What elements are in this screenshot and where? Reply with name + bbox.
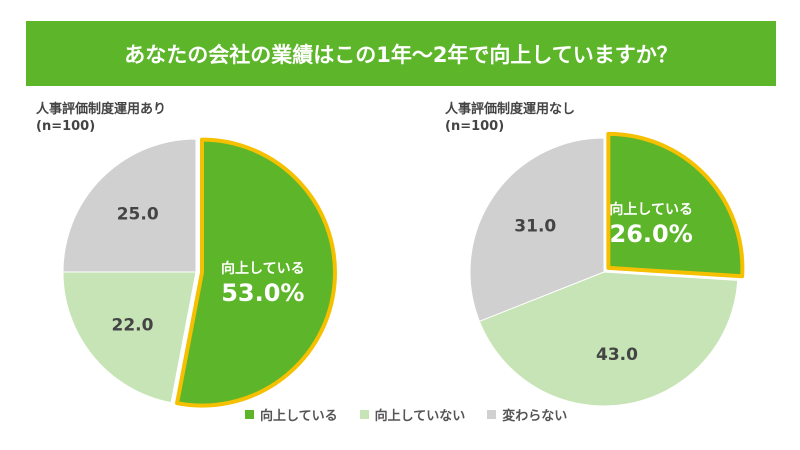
pie-slice-not-improved	[62, 271, 197, 404]
legend-label: 変わらない	[502, 409, 568, 424]
legend: 向上している 向上していない 変わらない	[245, 405, 567, 424]
slice-value-label: 25.0	[117, 205, 159, 225]
pie-slice-unchanged	[62, 138, 197, 273]
legend-label: 向上している	[260, 409, 338, 424]
right-subtitle-text: 人事評価制度運用なし	[445, 102, 576, 117]
legend-swatch	[245, 410, 254, 419]
pie-slice-improved	[175, 137, 337, 408]
title-banner: あなたの会社の業績はこの1年〜2年で向上していますか？	[26, 21, 776, 86]
legend-item-not-improved: 向上していない	[359, 405, 466, 424]
slice-category-label: 向上している	[609, 201, 693, 218]
legend-label: 向上していない	[374, 409, 466, 424]
legend-item-unchanged: 変わらない	[487, 405, 567, 424]
left-subtitle: 人事評価制度運用あり (n=100)	[36, 101, 166, 135]
slice-category-label: 向上している	[221, 260, 305, 277]
pie-slice-improved	[606, 131, 745, 279]
slice-value-label: 43.0	[596, 345, 638, 365]
pie-slice-unchanged	[469, 137, 605, 322]
legend-swatch	[487, 410, 497, 419]
pie-slice-not-improved	[478, 271, 739, 407]
slice-value-label: 31.0	[514, 216, 556, 236]
left-subtitle-text: 人事評価制度運用あり	[36, 102, 167, 117]
slice-value-label: 22.0	[111, 316, 153, 336]
slice-value-label: 53.0%	[221, 279, 304, 307]
legend-item-improved: 向上している	[245, 405, 338, 424]
right-subtitle: 人事評価制度運用なし (n=100)	[445, 101, 575, 135]
slice-value-label: 26.0%	[610, 220, 693, 248]
left-n-label: (n=100)	[36, 119, 96, 134]
legend-swatch	[359, 410, 369, 419]
right-n-label: (n=100)	[445, 119, 505, 134]
